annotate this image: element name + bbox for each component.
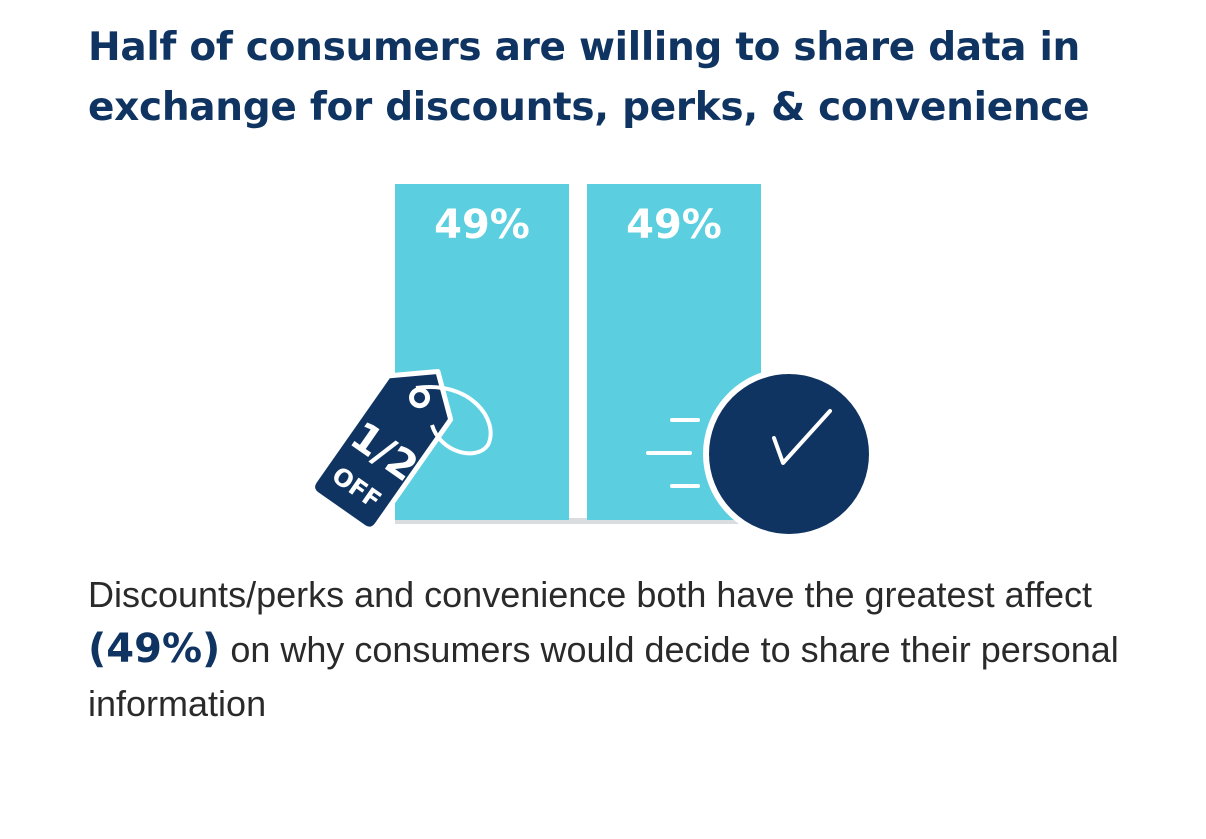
caption-text: Discounts/perks and convenience both hav…: [88, 568, 1148, 731]
bar-value-label: 49%: [626, 202, 722, 248]
chart-title: Half of consumers are willing to share d…: [88, 18, 1168, 138]
caption-highlight: (49%): [88, 626, 221, 672]
bar-chart: 49% 49% 1/2 OFF: [310, 184, 875, 540]
checkmark-circle-icon: [703, 368, 875, 540]
bar-discounts-perks: [395, 184, 569, 520]
title-line-2: exchange for discounts, perks, & conveni…: [88, 85, 1090, 130]
bar-value-label: 49%: [434, 202, 530, 248]
title-line-1: Half of consumers are willing to share d…: [88, 25, 1080, 70]
speed-lines-icon: [646, 418, 700, 488]
caption-part-2: on why consumers would decide to share t…: [88, 629, 1119, 724]
tag-string-icon: [415, 384, 493, 456]
chart-baseline: [395, 518, 765, 524]
caption-part-1: Discounts/perks and convenience both hav…: [88, 574, 1092, 615]
discount-tag-icon: 1/2 OFF: [310, 368, 454, 532]
